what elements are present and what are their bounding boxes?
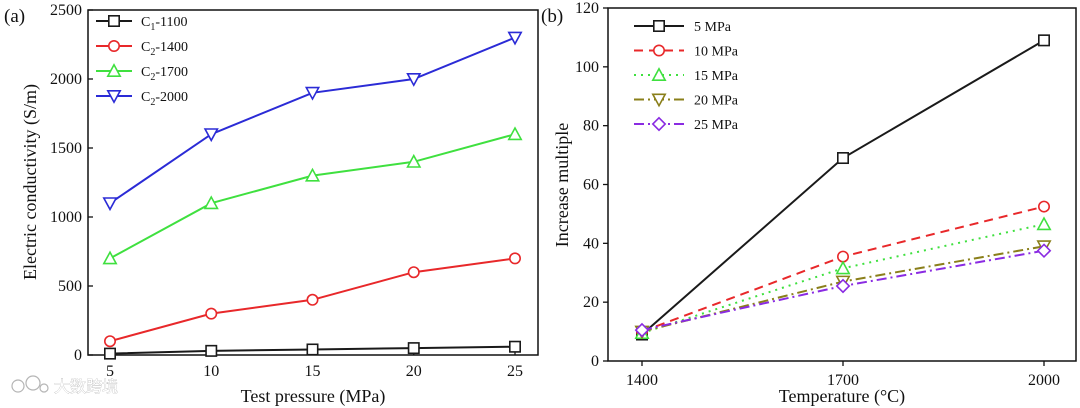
panel-a-point <box>205 344 218 357</box>
panel-b-point <box>835 260 851 275</box>
panel-a-legend-label: C1-1100 <box>141 15 188 33</box>
panel-a-point <box>407 342 420 355</box>
panel-b-ytick-label: 100 <box>575 59 599 76</box>
panel-b-legend-label: 5 MPa <box>694 20 732 35</box>
panel-a-point <box>203 128 219 143</box>
panel-b-label: (b) <box>541 6 563 27</box>
panel-a-point <box>407 266 420 279</box>
panel-a-legend-marker <box>108 39 121 52</box>
panel-a-ylabel: Electric conductivity (S/m) <box>20 84 41 280</box>
panel-a-legend-label: C2-2000 <box>141 90 188 108</box>
panel-a-point <box>304 86 321 101</box>
panel-a-point <box>306 293 319 306</box>
panel-b-ylabel: Increase multiple <box>552 123 572 247</box>
watermark: 大数跨境 <box>11 375 118 396</box>
panel-a-xtick-label: 25 <box>507 363 523 380</box>
panel-a-ytick-label: 2000 <box>50 71 82 88</box>
panel-a-point <box>306 343 319 356</box>
watermark-logo-icon <box>11 375 49 393</box>
panel-b-xlabel: Temperature (°C) <box>779 386 905 407</box>
panel-a-xtick-label: 15 <box>305 363 321 380</box>
panel-a-legend-label: C2-1400 <box>141 40 188 58</box>
panel-a-point <box>507 31 523 46</box>
panel-b-point <box>836 250 849 263</box>
panel-a-point <box>104 335 117 348</box>
panel-b-ytick-label: 0 <box>591 353 599 370</box>
panel-b-point <box>634 322 650 338</box>
panel-a-ytick-label: 0 <box>74 347 82 364</box>
panel-b-point <box>1038 34 1051 47</box>
panel-b-legend-label: 25 MPa <box>694 118 739 133</box>
panel-b-legend-marker <box>651 116 667 132</box>
panel-a-xlabel: Test pressure (MPa) <box>241 386 386 407</box>
panel-a-point <box>203 195 219 210</box>
panel-a-point <box>104 347 117 360</box>
panel-b-point <box>1038 200 1051 213</box>
panel-a-ytick-label: 1000 <box>50 209 82 226</box>
panel-b-ytick-label: 20 <box>583 294 599 311</box>
panel-b-legend-marker <box>652 44 665 57</box>
panel-a-point <box>102 197 118 212</box>
panel-b-ytick-label: 60 <box>583 177 599 194</box>
panel-a-series-line-2 <box>109 133 516 260</box>
panel-a-xtick-label: 10 <box>203 363 219 380</box>
panel-b-xtick-label: 2000 <box>1028 372 1060 389</box>
panel-b-legend-label: 10 MPa <box>694 45 739 60</box>
panel-a-point <box>508 252 521 265</box>
panel-b-point <box>835 278 851 294</box>
panel-a-legend-marker <box>108 15 121 27</box>
panel-b-ytick-label: 40 <box>583 235 599 252</box>
panel-a-point <box>102 250 118 265</box>
panel-a-point <box>508 340 521 353</box>
panel-a-legend-label: C2-1700 <box>141 65 188 83</box>
panel-a-point <box>406 153 422 168</box>
panel-b-xtick-label: 1400 <box>626 372 658 389</box>
panel-b-legend-marker <box>652 19 665 32</box>
panel-a-point <box>507 126 523 141</box>
generated-marks: 5 10 15 20 2505001000150020002500C1-1100C2-1… <box>50 0 1060 389</box>
panel-b-ytick-label: 120 <box>575 0 599 17</box>
panel-b-legend-marker <box>651 67 667 81</box>
panel-b-legend-label: 20 MPa <box>694 94 739 109</box>
panel-a-ytick-label: 500 <box>58 278 82 295</box>
watermark-text: 大数跨境 <box>54 377 118 396</box>
panel-b-point <box>836 152 849 165</box>
panel-a-label: (a) <box>4 6 25 27</box>
panel-b-legend-label: 15 MPa <box>694 69 739 84</box>
panel-a-ytick-label: 2500 <box>50 2 82 19</box>
panel-a-legend-marker <box>106 90 122 104</box>
panel-a-xtick-label: 20 <box>406 363 422 380</box>
panel-a-point <box>406 73 422 87</box>
panel-b-point <box>1036 216 1052 231</box>
panel-b-frame <box>607 7 1077 362</box>
panel-a-point <box>205 307 218 320</box>
panel-b-ytick-label: 80 <box>583 118 599 135</box>
panel-b-point <box>1036 243 1052 259</box>
panel-a-xtick-label: 5 <box>106 363 114 380</box>
panel-a-ytick-label: 1500 <box>50 140 82 157</box>
panel-a-legend-marker <box>106 63 122 77</box>
panel-b: (b) Temperature (°C) Increase multiple <box>541 6 1077 407</box>
panel-b-xtick-label: 1700 <box>827 372 859 389</box>
panel-b-legend-marker <box>651 93 667 108</box>
panel-a-point <box>304 167 321 182</box>
